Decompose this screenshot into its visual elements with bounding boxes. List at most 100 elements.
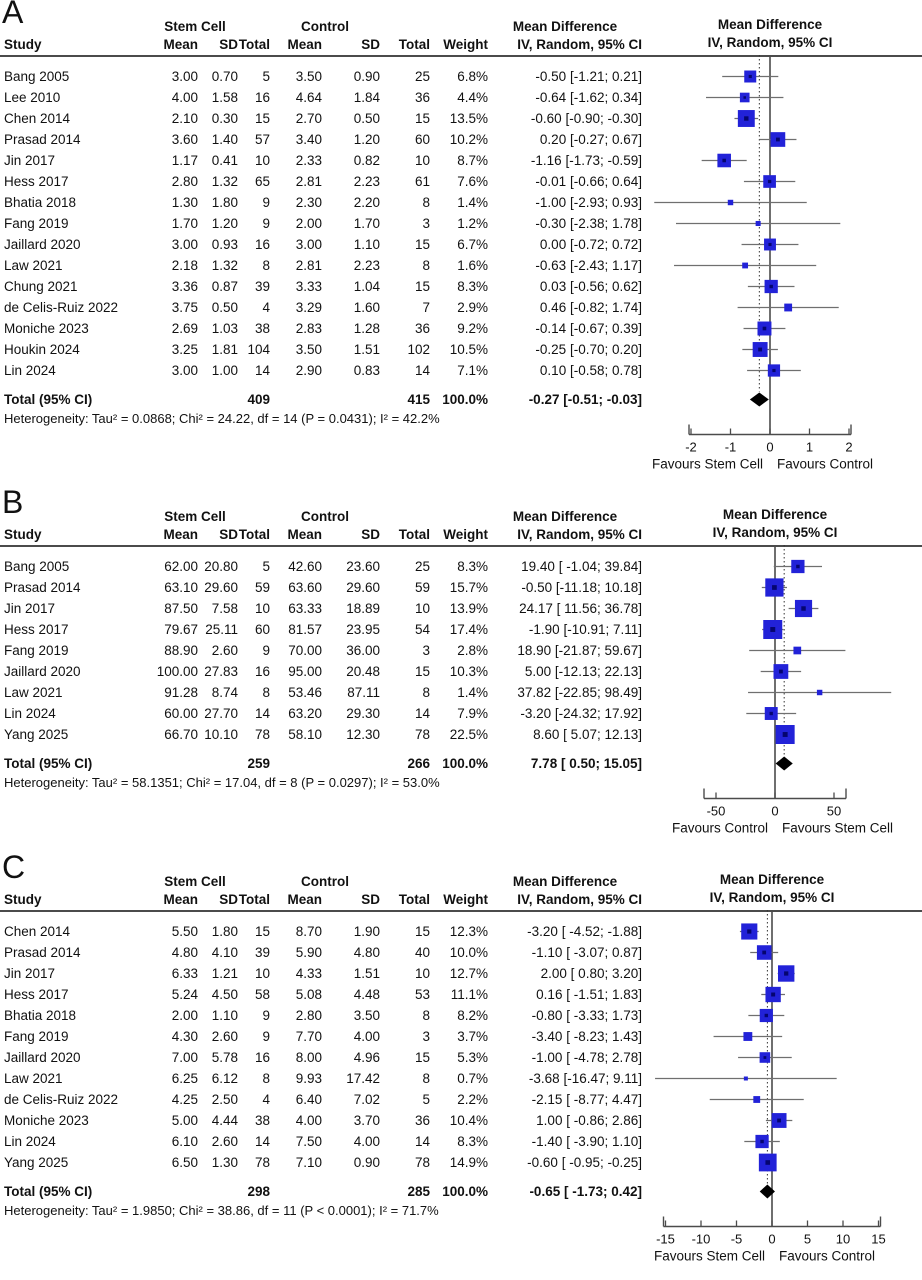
study-row: Bhatia 2018 1.30 1.80 9 2.30 2.20 8 1.4% -1.00 [… bbox=[0, 192, 646, 213]
effect-square-center bbox=[777, 1118, 782, 1123]
plot-column-header: Mean Difference IV, Random, 95% CI bbox=[645, 506, 905, 542]
cell-value: -3.20 [-24.32; 17.92] bbox=[520, 706, 642, 721]
col-study: Study bbox=[4, 527, 42, 542]
cell-value: 66.70 bbox=[164, 727, 198, 742]
cell-value: -0.60 [ -0.95; -0.25] bbox=[527, 1155, 642, 1170]
cell-value: 24.17 [ 11.56; 36.78] bbox=[519, 601, 642, 616]
cell-value: 2.81 bbox=[295, 258, 322, 273]
cell-value: 14 bbox=[254, 706, 270, 721]
study-name: Moniche 2023 bbox=[4, 1113, 89, 1128]
study-row: de Celis-Ruiz 2022 3.75 0.50 4 3.29 1.60 7 2.9%… bbox=[0, 297, 646, 318]
col-ci: IV, Random, 95% CI bbox=[517, 37, 642, 52]
study-row: Jin 2017 87.50 7.58 10 63.33 18.89 10 13.9% 24.1… bbox=[0, 598, 646, 619]
cell-value: 18.90 [-21.87; 59.67] bbox=[517, 643, 642, 658]
favours-left-label: Favours Stem Cell bbox=[654, 1249, 765, 1264]
cell-value: 5 bbox=[422, 1092, 430, 1107]
cell-value: 4.10 bbox=[211, 945, 238, 960]
cell-value: 39 bbox=[254, 945, 270, 960]
cell-value: 3.60 bbox=[171, 132, 198, 147]
cell-value: -3.68 [-16.47; 9.11] bbox=[528, 1071, 642, 1086]
group-header-stem-cell: Stem Cell bbox=[164, 19, 226, 34]
study-name: Lin 2024 bbox=[4, 706, 56, 721]
study-name: Prasad 2014 bbox=[4, 945, 81, 960]
cell-value bbox=[322, 753, 380, 774]
cell-value: 4.80 bbox=[171, 945, 198, 960]
study-row: Bhatia 2018 2.00 1.10 9 2.80 3.50 8 8.2% -0.80 [… bbox=[0, 1005, 646, 1026]
cell-value bbox=[270, 753, 322, 774]
cell-value: 266 bbox=[407, 756, 430, 771]
plot-header-line2: IV, Random, 95% CI bbox=[707, 35, 833, 50]
cell-value: 6.10 bbox=[171, 1134, 198, 1149]
cell-value: 20.80 bbox=[204, 559, 238, 574]
cell-value: 1.2% bbox=[457, 216, 488, 231]
cell-value: 3 bbox=[422, 1029, 430, 1044]
cell-value: 2.9% bbox=[457, 300, 488, 315]
cell-value: 36 bbox=[414, 1113, 430, 1128]
cell-value: -3.40 [ -8.23; 1.43] bbox=[531, 1029, 642, 1044]
total-row: Total (95% CI) 259 266 100.0% 7.78 [ 0.50; 1… bbox=[0, 753, 642, 774]
study-name: Fang 2019 bbox=[4, 1029, 69, 1044]
cell-value: 6.8% bbox=[457, 69, 488, 84]
study-row: Moniche 2023 5.00 4.44 38 4.00 3.70 36 10.4% 1.0… bbox=[0, 1110, 646, 1131]
col-c-sd: SD bbox=[361, 892, 380, 907]
cell-value: 7.50 bbox=[295, 1134, 322, 1149]
col-sc-sd: SD bbox=[219, 527, 238, 542]
header-group-row: Stem Cell Control Mean Difference bbox=[0, 873, 646, 891]
col-sc-total: Total bbox=[238, 37, 270, 52]
plot-column-header: Mean Difference IV, Random, 95% CI bbox=[642, 871, 902, 907]
study-table: Bang 2005 62.00 20.80 5 42.60 23.60 25 8.3% 19.4… bbox=[0, 556, 646, 745]
effect-square-center bbox=[769, 284, 773, 289]
cell-value: 0.7% bbox=[457, 1071, 488, 1086]
plot-header-line2: IV, Random, 95% CI bbox=[712, 525, 838, 540]
cell-value: 409 bbox=[247, 392, 270, 407]
effect-square-center bbox=[743, 96, 746, 99]
cell-value: 57 bbox=[254, 132, 270, 147]
cell-value: 10 bbox=[414, 966, 430, 981]
cell-value: 42.60 bbox=[288, 559, 322, 574]
cell-value: 3.00 bbox=[171, 237, 198, 252]
study-name: Jin 2017 bbox=[4, 153, 56, 168]
cell-value: 3.36 bbox=[171, 279, 198, 294]
cell-value: 5.90 bbox=[295, 945, 322, 960]
cell-value: 8.74 bbox=[211, 685, 238, 700]
total-row: Total (95% CI) 409 415 100.0% -0.27 [-0.51; … bbox=[0, 389, 642, 410]
cell-value: 25 bbox=[414, 69, 430, 84]
study-row: Lin 2024 3.00 1.00 14 2.90 0.83 14 7.1% 0.10 [-0… bbox=[0, 360, 646, 381]
plot-header-line1: Mean Difference bbox=[722, 507, 828, 522]
favours-right-label: Favours Control bbox=[779, 1249, 875, 1264]
cell-value: 25.11 bbox=[205, 622, 238, 637]
cell-value: 3.50 bbox=[353, 1008, 380, 1023]
cell-value: 12.3% bbox=[449, 924, 488, 939]
forest-plot: -15 -10 -5 0 5 10 15 Favours Stem Cell Favours C… bbox=[654, 910, 886, 1264]
cell-value: 62.00 bbox=[164, 559, 198, 574]
cell-value: 1.21 bbox=[211, 966, 238, 981]
effect-square-center bbox=[765, 1160, 771, 1165]
cell-value: 1.28 bbox=[353, 321, 380, 336]
header-rule bbox=[0, 910, 922, 912]
cell-value: 2.80 bbox=[171, 174, 198, 189]
cell-value: 63.20 bbox=[288, 706, 322, 721]
cell-value: 1.81 bbox=[211, 342, 238, 357]
cell-value: 0.90 bbox=[353, 1155, 380, 1170]
cell-value: 18.89 bbox=[346, 601, 380, 616]
total-row: Total (95% CI) 298 285 100.0% -0.65 [ -1.73;… bbox=[0, 1181, 642, 1202]
study-row: Fang 2019 4.30 2.60 9 7.70 4.00 3 3.7% -3.40 [ -… bbox=[0, 1026, 646, 1047]
study-name: Bhatia 2018 bbox=[4, 195, 77, 210]
cell-value: 9 bbox=[262, 195, 270, 210]
cell-value: 17.4% bbox=[449, 622, 488, 637]
effect-square-center bbox=[784, 971, 789, 976]
header-columns-row: Study Mean SD Total Mean SD Total Weight IV, Ran… bbox=[0, 36, 646, 54]
cell-value: 70.00 bbox=[288, 643, 322, 658]
cell-value: 1.90 bbox=[353, 924, 380, 939]
cell-value: 59 bbox=[254, 580, 270, 595]
cell-value: 15 bbox=[414, 279, 430, 294]
cell-value: 63.10 bbox=[164, 580, 198, 595]
group-header-control: Control bbox=[301, 509, 349, 524]
effect-square bbox=[753, 1096, 761, 1103]
cell-value: 6.25 bbox=[171, 1071, 198, 1086]
study-name: Moniche 2023 bbox=[4, 321, 89, 336]
cell-value: -0.30 [-2.38; 1.78] bbox=[535, 216, 642, 231]
cell-value: 1.20 bbox=[211, 216, 238, 231]
effect-square bbox=[755, 220, 761, 227]
